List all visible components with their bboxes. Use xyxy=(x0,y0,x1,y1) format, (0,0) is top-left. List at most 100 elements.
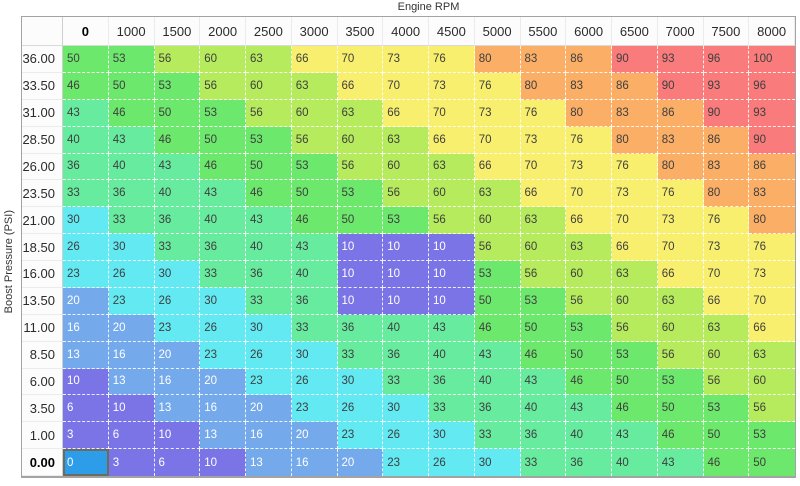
cell-rpm5000-psi6.00[interactable]: 40 xyxy=(474,368,521,396)
cell-rpm6000-psi6.00[interactable]: 46 xyxy=(566,368,612,396)
cell-rpm3000-psi21.00[interactable]: 46 xyxy=(291,207,338,235)
col-header-8000[interactable]: 8000 xyxy=(749,17,795,46)
cell-rpm7000-psi31.00[interactable]: 86 xyxy=(657,99,704,127)
cell-rpm6500-psi3.50[interactable]: 46 xyxy=(612,395,658,423)
cell-rpm3000-psi36.00[interactable]: 66 xyxy=(291,46,338,73)
row-header-13.50[interactable]: 13.50 xyxy=(22,287,63,315)
cell-rpm4000-psi0.00[interactable]: 23 xyxy=(383,449,429,476)
cell-rpm6000-psi13.50[interactable]: 56 xyxy=(566,287,612,315)
cell-rpm2000-psi18.50[interactable]: 36 xyxy=(200,234,246,261)
cell-rpm5000-psi0.00[interactable]: 30 xyxy=(474,449,521,476)
cell-rpm3500-psi13.50[interactable]: 10 xyxy=(337,287,384,315)
row-header-33.50[interactable]: 33.50 xyxy=(22,72,63,100)
col-header-3500[interactable]: 3500 xyxy=(337,17,384,46)
cell-rpm2500-psi6.00[interactable]: 23 xyxy=(246,368,292,396)
cell-rpm7500-psi11.00[interactable]: 63 xyxy=(703,314,750,342)
cell-rpm5500-psi0.00[interactable]: 33 xyxy=(520,449,567,476)
cell-rpm2500-psi36.00[interactable]: 63 xyxy=(246,46,292,73)
cell-rpm4500-psi1.00[interactable]: 30 xyxy=(429,422,475,450)
cell-rpm0-psi33.50[interactable]: 46 xyxy=(63,72,109,100)
cell-rpm8000-psi11.00[interactable]: 66 xyxy=(749,314,795,342)
cell-rpm5000-psi36.00[interactable]: 80 xyxy=(474,46,521,73)
cell-rpm5000-psi16.00[interactable]: 53 xyxy=(474,261,521,288)
cell-rpm2000-psi8.50[interactable]: 23 xyxy=(200,341,246,369)
cell-rpm6500-psi21.00[interactable]: 70 xyxy=(612,207,658,235)
cell-rpm0-psi11.00[interactable]: 16 xyxy=(63,314,109,342)
cell-rpm2500-psi3.50[interactable]: 20 xyxy=(246,395,292,423)
cell-rpm1500-psi16.00[interactable]: 30 xyxy=(154,261,201,288)
cell-rpm1500-psi8.50[interactable]: 20 xyxy=(154,341,201,369)
cell-rpm2000-psi0.00[interactable]: 10 xyxy=(200,449,246,476)
cell-rpm2000-psi21.00[interactable]: 40 xyxy=(200,207,246,235)
cell-rpm7000-psi28.50[interactable]: 83 xyxy=(657,126,704,154)
cell-rpm1500-psi28.50[interactable]: 46 xyxy=(154,126,201,154)
cell-rpm3000-psi1.00[interactable]: 20 xyxy=(291,422,338,450)
cell-rpm4500-psi11.00[interactable]: 43 xyxy=(429,314,475,342)
cell-rpm5500-psi21.00[interactable]: 63 xyxy=(520,207,567,235)
cell-rpm7500-psi0.00[interactable]: 46 xyxy=(703,449,750,476)
cell-rpm3500-psi23.50[interactable]: 53 xyxy=(337,180,384,208)
cell-rpm4500-psi13.50[interactable]: 10 xyxy=(429,287,475,315)
cell-rpm3000-psi3.50[interactable]: 23 xyxy=(291,395,338,423)
cell-rpm2000-psi28.50[interactable]: 50 xyxy=(200,126,246,154)
cell-rpm5000-psi28.50[interactable]: 70 xyxy=(474,126,521,154)
cell-rpm1000-psi1.00[interactable]: 6 xyxy=(108,422,155,450)
cell-rpm6000-psi8.50[interactable]: 50 xyxy=(566,341,612,369)
col-header-2500[interactable]: 2500 xyxy=(246,17,292,46)
cell-rpm2000-psi23.50[interactable]: 43 xyxy=(200,180,246,208)
cell-rpm6500-psi11.00[interactable]: 56 xyxy=(612,314,658,342)
cell-rpm5000-psi26.00[interactable]: 66 xyxy=(474,153,521,181)
cell-rpm4500-psi31.00[interactable]: 70 xyxy=(429,99,475,127)
cell-rpm2500-psi21.00[interactable]: 43 xyxy=(246,207,292,235)
row-header-16.00[interactable]: 16.00 xyxy=(22,261,63,288)
cell-rpm6000-psi16.00[interactable]: 60 xyxy=(566,261,612,288)
cell-rpm3000-psi18.50[interactable]: 43 xyxy=(291,234,338,261)
cell-rpm1000-psi16.00[interactable]: 26 xyxy=(108,261,155,288)
cell-rpm3500-psi28.50[interactable]: 60 xyxy=(337,126,384,154)
cell-rpm4500-psi26.00[interactable]: 63 xyxy=(429,153,475,181)
cell-rpm1500-psi6.00[interactable]: 16 xyxy=(154,368,201,396)
cell-rpm5000-psi1.00[interactable]: 33 xyxy=(474,422,521,450)
cell-rpm7000-psi13.50[interactable]: 63 xyxy=(657,287,704,315)
cell-rpm5500-psi11.00[interactable]: 50 xyxy=(520,314,567,342)
cell-rpm6500-psi33.50[interactable]: 86 xyxy=(612,72,658,100)
cell-rpm5000-psi31.00[interactable]: 73 xyxy=(474,99,521,127)
cell-rpm7500-psi18.50[interactable]: 73 xyxy=(703,234,750,261)
cell-rpm2000-psi6.00[interactable]: 20 xyxy=(200,368,246,396)
cell-rpm5000-psi33.50[interactable]: 76 xyxy=(474,72,521,100)
cell-rpm3000-psi23.50[interactable]: 50 xyxy=(291,180,338,208)
cell-rpm5500-psi16.00[interactable]: 56 xyxy=(520,261,567,288)
cell-rpm2500-psi26.00[interactable]: 50 xyxy=(246,153,292,181)
cell-rpm1000-psi33.50[interactable]: 50 xyxy=(108,72,155,100)
cell-rpm6500-psi31.00[interactable]: 83 xyxy=(612,99,658,127)
row-header-18.50[interactable]: 18.50 xyxy=(22,234,63,261)
cell-rpm4000-psi13.50[interactable]: 10 xyxy=(383,287,429,315)
cell-rpm4000-psi8.50[interactable]: 36 xyxy=(383,341,429,369)
cell-rpm3000-psi8.50[interactable]: 30 xyxy=(291,341,338,369)
cell-rpm2000-psi16.00[interactable]: 33 xyxy=(200,261,246,288)
cell-rpm7500-psi3.50[interactable]: 53 xyxy=(703,395,750,423)
cell-rpm7000-psi1.00[interactable]: 46 xyxy=(657,422,704,450)
cell-rpm7000-psi0.00[interactable]: 43 xyxy=(657,449,704,476)
cell-rpm6500-psi26.00[interactable]: 76 xyxy=(612,153,658,181)
cell-rpm0-psi23.50[interactable]: 33 xyxy=(63,180,109,208)
cell-rpm1000-psi18.50[interactable]: 30 xyxy=(108,234,155,261)
cell-rpm3500-psi33.50[interactable]: 66 xyxy=(337,72,384,100)
col-header-5000[interactable]: 5000 xyxy=(474,17,521,46)
cell-rpm5500-psi1.00[interactable]: 36 xyxy=(520,422,567,450)
cell-rpm1000-psi6.00[interactable]: 13 xyxy=(108,368,155,396)
cell-rpm8000-psi28.50[interactable]: 90 xyxy=(749,126,795,154)
cell-rpm1500-psi26.00[interactable]: 43 xyxy=(154,153,201,181)
cell-rpm8000-psi33.50[interactable]: 96 xyxy=(749,72,795,100)
cell-rpm2500-psi1.00[interactable]: 16 xyxy=(246,422,292,450)
cell-rpm8000-psi18.50[interactable]: 76 xyxy=(749,234,795,261)
cell-rpm4000-psi26.00[interactable]: 60 xyxy=(383,153,429,181)
cell-rpm0-psi26.00[interactable]: 36 xyxy=(63,153,109,181)
cell-rpm1000-psi13.50[interactable]: 23 xyxy=(108,287,155,315)
cell-rpm6500-psi1.00[interactable]: 43 xyxy=(612,422,658,450)
cell-rpm3000-psi11.00[interactable]: 33 xyxy=(291,314,338,342)
row-header-26.00[interactable]: 26.00 xyxy=(22,153,63,181)
row-header-23.50[interactable]: 23.50 xyxy=(22,180,63,208)
cell-rpm6000-psi33.50[interactable]: 83 xyxy=(566,72,612,100)
row-header-31.00[interactable]: 31.00 xyxy=(22,99,63,127)
